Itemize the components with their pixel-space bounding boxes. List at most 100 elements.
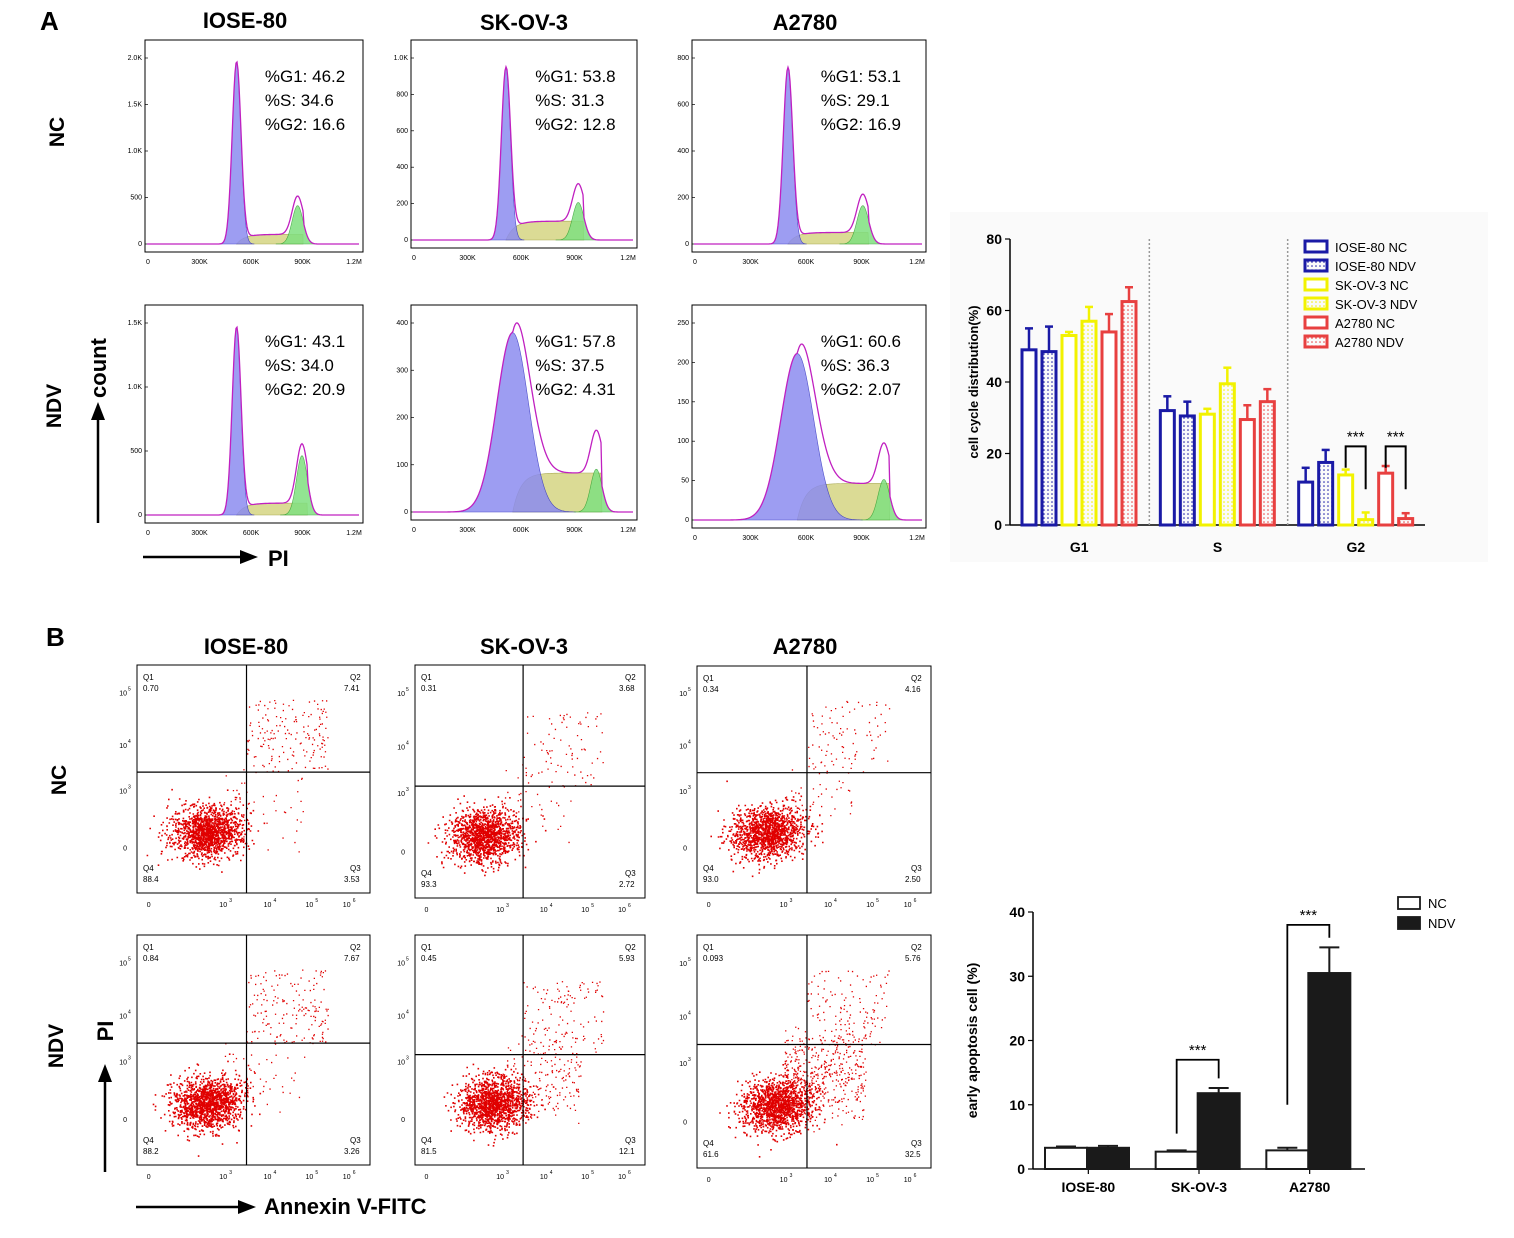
cc-bar [1040, 350, 1058, 527]
quadrant-value-q2: 7.67 [344, 954, 360, 963]
quadrant-value-q2: 3.68 [619, 684, 635, 693]
col-title-skov3-b: SK-OV-3 [479, 634, 569, 659]
cc-significance-bracket [1344, 445, 1367, 490]
histogram-xtick: 300K [191, 530, 208, 537]
scatter-xtick: 10 [540, 907, 548, 914]
scatter-ytick-exp: 3 [688, 785, 691, 791]
scatter-frame [696, 934, 932, 1169]
histogram-ytick: 0 [404, 509, 408, 516]
quadrant-label-q2: Q2 [625, 943, 636, 952]
histogram-fit-curve [413, 64, 633, 241]
scatter-ytick: 10 [679, 961, 687, 968]
ap-category-label: SK-OV-3 [1171, 1179, 1227, 1195]
quadrant-value-q2: 7.41 [344, 684, 360, 693]
ap-significance-stars: *** [1189, 1042, 1207, 1059]
quadrant-value-q4: 93.0 [703, 875, 719, 884]
scatter-ytick: 0 [123, 1117, 127, 1124]
quadrant-value-q4: 61.6 [703, 1150, 719, 1159]
ap-bar [1154, 1150, 1199, 1170]
histogram-ytick: 500 [130, 448, 142, 455]
quadrant-label-q4: Q4 [421, 869, 432, 878]
scatter-xtick-exp: 6 [628, 903, 631, 909]
scatter-xtick-exp: 4 [550, 1170, 553, 1176]
histogram-xtick: 900K [566, 527, 583, 534]
quadrant-value-q1: 0.45 [421, 954, 437, 963]
histogram-xtick: 1.2M [620, 527, 636, 534]
histogram-ytick: 200 [396, 415, 408, 422]
scatter-ytick: 10 [119, 1060, 127, 1067]
quadrant-value-q3: 3.53 [344, 875, 360, 884]
histogram-xtick: 300K [742, 259, 759, 266]
scatter-xtick: 0 [707, 1177, 711, 1184]
axis-label-pi-a: PI [268, 546, 289, 571]
quadrant-label-q1: Q1 [703, 674, 714, 683]
ap-significance-bracket [1175, 1058, 1220, 1134]
histogram-s-text: %S: 34.0 [265, 356, 334, 375]
cc-category-label: G2 [1346, 539, 1365, 555]
scatter-xtick: 10 [496, 907, 504, 914]
histogram-fit-curve [694, 343, 922, 521]
cc-legend-label: SK-OV-3 NDV [1335, 297, 1418, 312]
histogram-ytick: 100 [677, 438, 689, 445]
histogram-xtick: 900K [294, 530, 311, 537]
quadrant-label-q4: Q4 [703, 864, 714, 873]
histogram-ytick: 1.5K [128, 320, 143, 327]
histogram-xtick: 300K [459, 255, 476, 262]
scatter-xtick: 10 [824, 902, 832, 909]
histogram-g2-text: %G2: 20.9 [265, 380, 345, 399]
histogram-fit-curve [694, 65, 922, 245]
histogram-ytick: 0 [138, 241, 142, 248]
quadrant-value-q3: 32.5 [905, 1150, 921, 1159]
cc-ylabel: cell cycle distribution(%) [966, 305, 981, 458]
quadrant-label-q3: Q3 [911, 864, 922, 873]
histogram-xtick: 900K [566, 255, 583, 262]
cc-legend-swatch [1303, 296, 1329, 311]
histogram-xtick: 1.2M [620, 255, 636, 262]
quadrant-value-q1: 0.34 [703, 685, 719, 694]
quadrant-label-q4: Q4 [143, 864, 154, 873]
scatter-ytick: 0 [401, 1117, 405, 1124]
ap-ytick-label: 40 [1009, 904, 1025, 920]
scatter-ytick: 10 [679, 1015, 687, 1022]
scatter-xtick-exp: 3 [506, 1170, 509, 1176]
ap-legend-swatch [1397, 916, 1421, 930]
cc-bar [1377, 471, 1395, 527]
scatter-ytick: 10 [397, 691, 405, 698]
histogram-g2-text: %G2: 16.6 [265, 115, 345, 134]
histogram-xtick: 0 [412, 527, 416, 534]
scatter-xtick: 0 [147, 1174, 151, 1181]
scatter-xtick-exp: 4 [834, 898, 837, 904]
histogram-ytick: 200 [396, 201, 408, 208]
histogram-ytick: 150 [677, 399, 689, 406]
histogram-ytick: 0 [685, 517, 689, 524]
cc-legend-label: IOSE-80 NC [1335, 240, 1407, 255]
cc-significance-stars: *** [1347, 428, 1365, 445]
scatter-ytick-exp: 3 [688, 1057, 691, 1063]
quadrant-value-q3: 2.50 [905, 875, 921, 884]
scatter-xtick-exp: 5 [876, 898, 879, 904]
quadrant-label-q4: Q4 [143, 1136, 154, 1145]
scatter-ytick-exp: 3 [128, 784, 131, 790]
scatter-ytick-exp: 4 [688, 739, 691, 745]
ap-bar [1196, 1092, 1241, 1170]
ap-legend-label: NDV [1428, 916, 1456, 931]
scatter-xtick: 10 [343, 902, 351, 909]
scatter-ytick-exp: 3 [406, 787, 409, 793]
ap-bar [1307, 972, 1352, 1170]
scatter-xtick: 10 [264, 1174, 272, 1181]
scatter-ytick-exp: 3 [128, 1056, 131, 1062]
scatter-xtick: 10 [343, 1174, 351, 1181]
cell-cycle-chart: 0 20 40 60 80 cell cycle distribution(%) G1 S G2… [966, 231, 1425, 555]
scatter-ytick: 10 [397, 791, 405, 798]
scatter-xtick: 10 [219, 1174, 227, 1181]
quadrant-label-q4: Q4 [421, 1136, 432, 1145]
scatter-ytick-exp: 5 [128, 686, 131, 692]
histogram-g1-text: %G1: 53.1 [821, 67, 901, 86]
histogram-g1-text: %G1: 53.8 [535, 67, 615, 86]
scatter-ytick: 10 [119, 690, 127, 697]
histogram-ytick: 1.0K [128, 384, 143, 391]
cc-bar [1158, 409, 1176, 527]
scatter-xtick-exp: 6 [914, 1173, 917, 1179]
